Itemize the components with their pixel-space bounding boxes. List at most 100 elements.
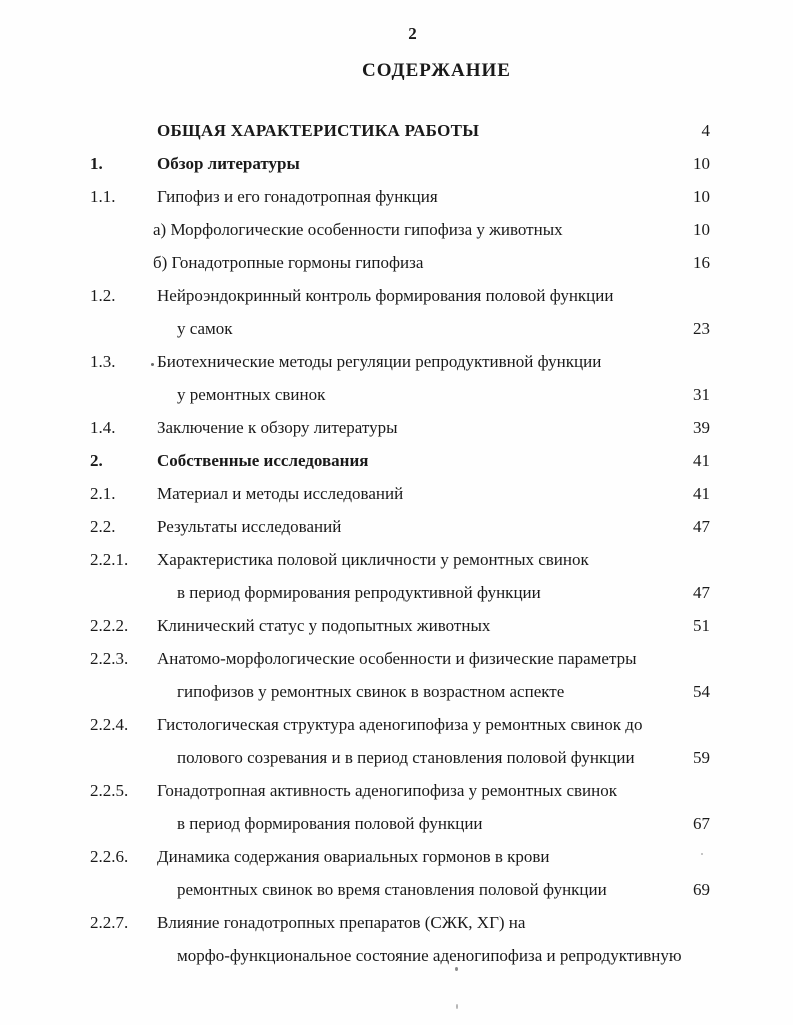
toc-entry: 1.3. Биотехнические методы регуляции реп… [90,345,710,411]
toc-entry: 2.2.4. Гистологическая структура аденоги… [90,708,710,774]
entry-title-line: Гонадотропная активность аденогипофиза у… [157,781,617,800]
entry-title-line: а) Морфологические особенности гипофиза … [153,220,563,239]
toc-entry: 2.2.7. Влияние гонадотропных препаратов … [90,906,710,972]
entry-title-line: у самок [177,319,233,338]
entry-title-line: б) Гонадотропные гормоны гипофиза [153,253,424,272]
entry-title: Материал и методы исследований [157,477,660,510]
entry-title-line: у ремонтных свинок [177,385,326,404]
entry-title-line: гипофизов у ремонтных свинок в возрастно… [177,682,565,701]
entry-number: 2.2.5. [90,781,129,800]
entry-title-line: Биотехнические методы регуляции репродук… [157,352,602,371]
entry-title-line: Нейроэндокринный контроль формирования п… [157,286,614,305]
toc-entry: б) Гонадотропные гормоны гипофиза 16 [90,246,710,279]
entry-number: 2.2.7. [90,913,129,932]
toc-entry: 2. Собственные исследования 41 [90,444,710,477]
entry-title: б) Гонадотропные гормоны гипофиза [153,246,660,279]
entry-number: 2. [90,451,103,470]
toc-entry: 1.4. Заключение к обзору литературы 39 [90,411,710,444]
entry-page-number: 4 [701,121,711,140]
entry-title: Заключение к обзору литературы [157,411,660,444]
entry-title-line: в период формирования половой функции [177,814,483,833]
toc-list: ОБЩАЯ ХАРАКТЕРИСТИКА РАБОТЫ 4 1. Обзор л… [90,114,710,972]
entry-page-number: 10 [693,187,710,206]
entry-title: Биотехнические методы регуляции репродук… [157,345,660,411]
entry-page-number: 31 [693,385,710,404]
entry-page-number: 59 [693,748,710,767]
entry-title: Гистологическая структура аденогипофиза … [157,708,660,774]
toc-entry: 1.1. Гипофиз и его гонадотропная функция… [90,180,710,213]
entry-title-line: в период формирования репродуктивной фун… [177,583,541,602]
entry-title: Гипофиз и его гонадотропная функция [157,180,660,213]
entry-number: 2.2.3. [90,649,129,668]
entry-number: 2.2. [90,517,116,536]
scan-artifact-dot [455,967,458,971]
entry-page-number: 16 [693,253,710,272]
entry-page-number: 10 [693,220,710,239]
entry-title-line: Материал и методы исследований [157,484,404,503]
entry-number: 1.2. [90,286,116,305]
entry-title: Динамика содержания овариальных гормонов… [157,840,660,906]
entry-title-line: ремонтных свинок во время становления по… [177,880,607,899]
entry-title-line: Результаты исследований [157,517,342,536]
entry-title: ОБЩАЯ ХАРАКТЕРИСТИКА РАБОТЫ [157,114,660,147]
entry-number: 2.2.2. [90,616,129,635]
toc-entry: 2.2. Результаты исследований 47 [90,510,710,543]
entry-number: 2.1. [90,484,116,503]
toc-entry: 1. Обзор литературы 10 [90,147,710,180]
entry-title: Влияние гонадотропных препаратов (СЖК, Х… [157,906,682,972]
scan-artifact-dot [456,1004,458,1009]
toc-entry: а) Морфологические особенности гипофиза … [90,213,710,246]
toc-heading: СОДЕРЖАНИЕ [362,60,511,81]
entry-title: Гонадотропная активность аденогипофиза у… [157,774,660,840]
toc-entry: 2.2.1. Характеристика половой цикличност… [90,543,710,609]
entry-title-line: Собственные исследования [157,451,369,470]
toc-entry: ОБЩАЯ ХАРАКТЕРИСТИКА РАБОТЫ 4 [90,114,710,147]
scan-artifact-dot [701,853,703,855]
entry-title: Нейроэндокринный контроль формирования п… [157,279,660,345]
entry-title-line: Анатомо-морфологические особенности и фи… [157,649,637,668]
entry-page-number: 69 [693,880,710,899]
entry-title: Характеристика половой цикличности у рем… [157,543,660,609]
entry-page-number: 41 [693,484,710,503]
entry-number: 1. [90,154,103,173]
toc-entry: 1.2. Нейроэндокринный контроль формирова… [90,279,710,345]
entry-title: Клинический статус у подопытных животных [157,609,660,642]
entry-page-number: 23 [693,319,710,338]
entry-title-line: Заключение к обзору литературы [157,418,398,437]
entry-title-line: ОБЩАЯ ХАРАКТЕРИСТИКА РАБОТЫ [157,121,480,140]
entry-page-number: 51 [693,616,710,635]
entry-title: Обзор литературы [157,147,660,180]
scan-artifact-dot [151,363,154,366]
entry-page-number: 67 [693,814,710,833]
entry-number: 2.2.4. [90,715,129,734]
entry-title-line: Обзор литературы [157,154,300,173]
entry-page-number: 54 [693,682,710,701]
entry-title-line: морфо-функциональное состояние аденогипо… [177,946,682,965]
entry-title-line: Гистологическая структура аденогипофиза … [157,715,643,734]
entry-page-number: 47 [693,517,710,536]
entry-page-number: 41 [693,451,710,470]
entry-number: 1.1. [90,187,116,206]
page-number: 2 [408,24,417,43]
entry-title: а) Морфологические особенности гипофиза … [153,213,660,246]
entry-title: Результаты исследований [157,510,660,543]
entry-number [90,246,157,279]
entry-number: 2.2.6. [90,847,129,866]
entry-page-number: 47 [693,583,710,602]
entry-number: 1.3. [90,352,116,371]
entry-title-line: Динамика содержания овариальных гормонов… [157,847,550,866]
entry-title-line: Влияние гонадотропных препаратов (СЖК, Х… [157,913,526,932]
entry-title: Анатомо-морфологические особенности и фи… [157,642,660,708]
entry-number: 1.4. [90,418,116,437]
toc-entry: 2.2.2. Клинический статус у подопытных ж… [90,609,710,642]
entry-number [90,114,157,147]
entry-title-line: Характеристика половой цикличности у рем… [157,550,589,569]
toc-entry: 2.1. Материал и методы исследований 41 [90,477,710,510]
entry-page-number: 10 [693,154,710,173]
toc-entry: 2.2.3. Анатомо-морфологические особеннос… [90,642,710,708]
toc-entry: 2.2.5. Гонадотропная активность аденогип… [90,774,710,840]
entry-title-line: полового созревания и в период становлен… [177,748,635,767]
toc-entry: 2.2.6. Динамика содержания овариальных г… [90,840,710,906]
entry-number [90,213,157,246]
